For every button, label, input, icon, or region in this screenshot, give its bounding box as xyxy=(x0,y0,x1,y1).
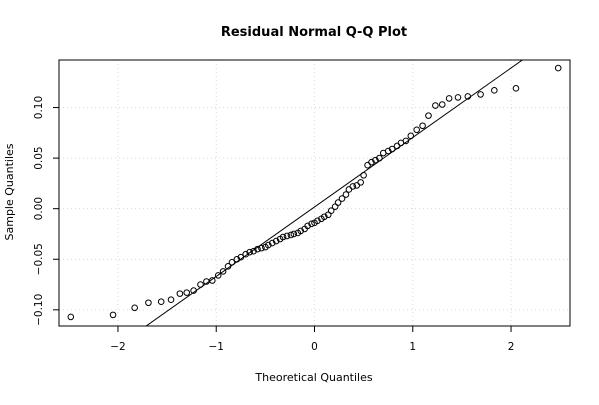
data-point xyxy=(308,220,315,228)
data-point xyxy=(413,126,421,134)
data-point xyxy=(314,217,321,225)
data-point xyxy=(250,247,257,255)
x-axis: −2 −1 0 1 2 xyxy=(110,325,515,353)
data-point xyxy=(368,158,375,166)
data-point xyxy=(419,122,426,130)
data-point xyxy=(338,195,346,202)
data-point xyxy=(376,154,383,162)
data-point xyxy=(491,87,498,94)
data-point xyxy=(197,281,204,288)
data-point xyxy=(388,145,396,153)
x-axis-label: Theoretical Quantiles xyxy=(254,371,372,384)
x-tick-label: 2 xyxy=(508,341,515,353)
y-tick-label: 0.05 xyxy=(33,146,45,169)
data-point xyxy=(290,230,298,238)
data-point xyxy=(360,172,367,179)
data-point xyxy=(321,213,328,221)
data-point xyxy=(265,241,272,249)
data-point xyxy=(219,268,227,275)
data-point xyxy=(237,253,245,261)
data-point xyxy=(372,156,379,164)
y-axis-label: Sample Quantiles xyxy=(3,143,16,240)
data-point xyxy=(393,142,401,150)
y-tick-label: −0.10 xyxy=(33,294,45,326)
data-point xyxy=(246,248,253,256)
data-point xyxy=(364,161,371,169)
data-point xyxy=(304,222,311,230)
data-point xyxy=(131,304,138,312)
data-point xyxy=(167,296,175,304)
data-point xyxy=(342,191,350,198)
data-point xyxy=(425,112,432,119)
data-point xyxy=(407,132,415,140)
data-point xyxy=(268,239,276,247)
reference-line-group xyxy=(145,60,524,326)
data-point xyxy=(283,232,291,240)
data-point xyxy=(464,93,472,100)
x-tick-label: −1 xyxy=(208,341,223,353)
data-point xyxy=(287,231,295,239)
data-point xyxy=(353,182,361,189)
data-point xyxy=(209,277,216,284)
reference-line xyxy=(145,60,524,326)
data-point xyxy=(145,299,152,307)
data-point xyxy=(176,290,184,297)
data-point xyxy=(334,199,342,206)
data-point xyxy=(454,94,462,101)
y-axis: −0.10 −0.05 0.00 0.05 0.10 xyxy=(33,96,60,326)
x-tick-label: 0 xyxy=(311,341,318,353)
data-point xyxy=(67,313,75,321)
y-tick-label: 0.00 xyxy=(33,197,45,220)
data-point xyxy=(183,289,191,296)
data-point xyxy=(349,183,357,190)
data-point xyxy=(214,272,222,279)
data-point xyxy=(445,95,453,102)
data-point xyxy=(157,298,165,306)
y-tick-label: 0.10 xyxy=(33,96,45,119)
data-point xyxy=(438,101,446,108)
data-point xyxy=(233,255,241,263)
data-point xyxy=(477,91,484,98)
data-point xyxy=(554,64,562,72)
data-point xyxy=(224,263,232,270)
y-tick-label: −0.05 xyxy=(33,243,45,275)
data-point xyxy=(109,311,117,319)
data-point xyxy=(190,287,197,294)
data-point xyxy=(297,227,305,235)
data-point xyxy=(242,250,250,258)
data-point xyxy=(272,237,280,245)
data-point xyxy=(258,244,265,252)
data-point xyxy=(345,186,353,193)
data-point xyxy=(357,179,364,186)
data-point xyxy=(254,245,261,253)
data-point xyxy=(384,147,392,155)
data-point xyxy=(228,258,236,266)
x-tick-label: 1 xyxy=(409,341,416,353)
data-point xyxy=(279,233,287,241)
data-points xyxy=(67,64,562,321)
grid xyxy=(59,60,570,326)
data-point xyxy=(432,102,439,109)
data-point xyxy=(512,85,520,92)
x-tick-label: −2 xyxy=(110,341,125,353)
data-point xyxy=(327,207,335,214)
chart-title: Residual Normal Q-Q Plot xyxy=(221,25,407,40)
data-point xyxy=(402,137,410,145)
